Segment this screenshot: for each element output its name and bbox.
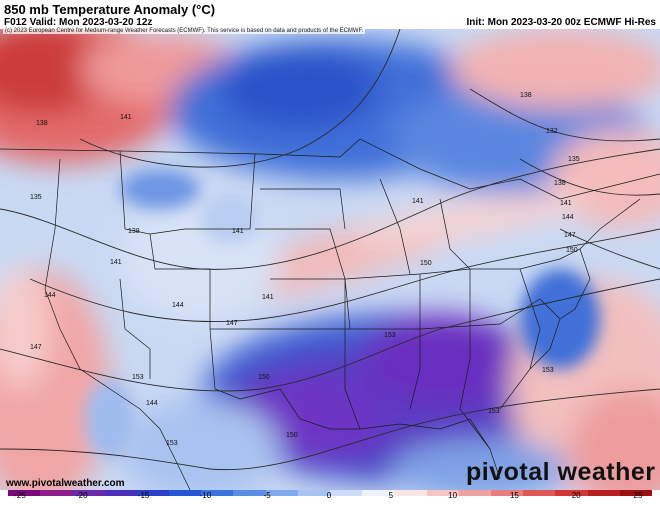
colorbar-swatch — [394, 490, 427, 496]
contour-label: 153 — [542, 367, 554, 374]
contour-label: 135 — [30, 194, 42, 201]
colorbar-tick-label: -25 — [14, 491, 26, 500]
colorbar-swatch — [72, 490, 105, 496]
colorbar-swatch — [555, 490, 588, 496]
contour-label: 153 — [166, 440, 178, 447]
site-url[interactable]: www.pivotalweather.com — [6, 478, 125, 489]
contour-label: 147 — [564, 232, 576, 239]
init-time: Init: Mon 2023-03-20 00z ECMWF Hi-Res — [466, 17, 656, 28]
contour-label: 138 — [554, 180, 566, 187]
contour-labels: 138 141 135 138 141 144 141 147 144 147 … — [30, 92, 580, 447]
contour-label: 138 — [128, 228, 140, 235]
contour-label: 153 — [132, 374, 144, 381]
colorbar-tick-label: -5 — [263, 491, 271, 500]
colorbar-tick-label: 5 — [388, 491, 394, 500]
colorbar-strip — [8, 490, 653, 496]
contour-label: 150 — [286, 432, 298, 439]
contour-label: 147 — [226, 320, 238, 327]
colorbar-swatch — [458, 490, 492, 496]
pivotal-weather-logo: pivotal weather — [466, 458, 656, 486]
colorbar-tick-label: 15 — [509, 491, 519, 500]
contour-label: 135 — [568, 156, 580, 163]
contour-label: 144 — [562, 214, 574, 221]
colorbar: -25 -20 -15 -10 -5 0 5 10 15 20 25 — [0, 490, 660, 510]
contour-label: 150 — [258, 374, 270, 381]
colorbar-swatch — [426, 490, 459, 496]
contour-label: 147 — [30, 344, 42, 351]
colorbar-swatch — [40, 490, 73, 496]
anomaly-map: 138 141 135 138 141 144 141 147 144 147 … — [0, 29, 660, 490]
colorbar-swatch — [523, 490, 556, 496]
contour-label: 138 — [36, 120, 48, 127]
colorbar-swatch — [619, 490, 653, 496]
contour-label: 150 — [420, 260, 432, 267]
colorbar-swatch — [233, 490, 266, 496]
contour-label: 153 — [384, 332, 396, 339]
colorbar-swatch — [491, 490, 524, 496]
height-contours — [0, 29, 660, 471]
contour-label: 144 — [44, 292, 56, 299]
map-title: 850 mb Temperature Anomaly (°C) — [4, 2, 216, 17]
colorbar-swatch — [330, 490, 363, 496]
contour-label: 141 — [412, 198, 424, 205]
colorbar-tick-label: -20 — [76, 491, 88, 500]
colorbar-swatch — [587, 490, 620, 496]
colorbar-swatch — [265, 490, 298, 496]
contour-label: 141 — [262, 294, 274, 301]
contour-label: 141 — [110, 259, 122, 266]
colorbar-tick-label: 10 — [448, 491, 458, 500]
colorbar-swatch — [8, 490, 41, 496]
contour-label: 144 — [172, 302, 184, 309]
map-header: 850 mb Temperature Anomaly (°C) F012 Val… — [0, 0, 660, 30]
colorbar-swatch — [201, 490, 234, 496]
contour-label: 150 — [566, 247, 578, 254]
colorbar-swatch — [104, 490, 137, 496]
colorbar-tick-label: -15 — [137, 491, 150, 500]
colorbar-tick-label: 25 — [633, 491, 643, 500]
contour-label: 138 — [520, 92, 532, 99]
map-area[interactable]: 138 141 135 138 141 144 141 147 144 147 … — [0, 29, 660, 490]
colorbar-swatch — [169, 490, 202, 496]
contour-label: 141 — [560, 200, 572, 207]
colorbar-swatch — [297, 490, 331, 496]
colorbar-swatch — [136, 490, 170, 496]
contour-label: 141 — [120, 114, 132, 121]
colorbar-tick-label: -10 — [199, 491, 212, 500]
contour-label: 144 — [146, 400, 158, 407]
borders — [0, 138, 660, 490]
colorbar-tick-label: 0 — [326, 491, 332, 500]
colorbar-tick-label: 20 — [571, 491, 581, 500]
contour-label: 141 — [232, 228, 244, 235]
copyright-notice: (c) 2023 European Centre for Medium-rang… — [3, 28, 366, 34]
colorbar-swatch — [362, 490, 395, 496]
contour-label: 153 — [488, 408, 500, 415]
valid-time: F012 Valid: Mon 2023-03-20 12z — [4, 17, 153, 28]
contour-label: 132 — [546, 128, 558, 135]
